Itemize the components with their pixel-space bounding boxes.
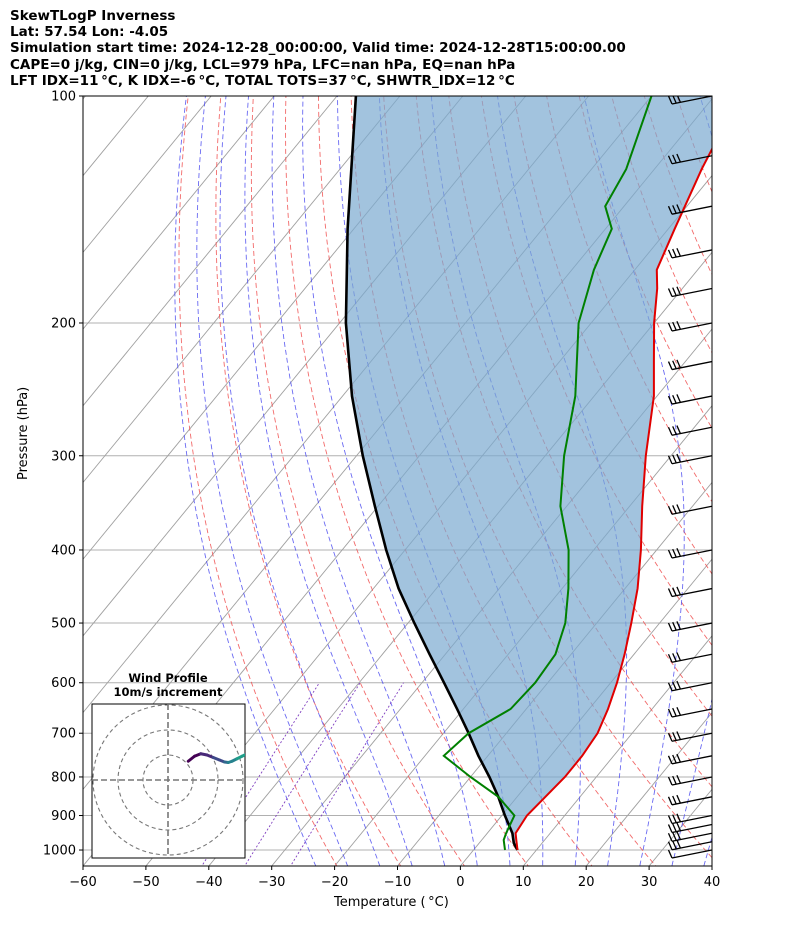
y-tick-label: 900 bbox=[51, 809, 76, 824]
dry-adiabat bbox=[178, 96, 338, 866]
x-tick-label: 40 bbox=[704, 875, 721, 890]
wind-barb bbox=[667, 794, 712, 806]
wind-barb bbox=[667, 504, 712, 515]
x-tick-label: −30 bbox=[258, 875, 285, 890]
isotherm bbox=[83, 96, 275, 330]
wind-barb bbox=[667, 153, 712, 165]
x-tick-label: −20 bbox=[321, 875, 348, 890]
isotherm bbox=[522, 635, 712, 866]
wind-barb bbox=[667, 839, 712, 851]
x-tick-label: −50 bbox=[132, 875, 159, 890]
plot-area bbox=[83, 79, 794, 881]
wind-barb bbox=[667, 453, 712, 465]
dry-adiabat bbox=[546, 96, 712, 503]
moist-adiabat bbox=[583, 96, 685, 866]
dry-adiabat bbox=[676, 96, 712, 194]
moist-adiabat bbox=[174, 96, 317, 866]
isotherm bbox=[83, 96, 401, 484]
indices-line-2: LFT IDX=11 °C, K IDX=-6 °C, TOTAL TOTS=3… bbox=[10, 73, 515, 89]
moist-adiabat bbox=[302, 96, 478, 866]
wind-barb bbox=[667, 706, 712, 718]
chart-title: SkewTLogP Inverness bbox=[10, 8, 176, 24]
x-axis-label: Temperature ( °C) bbox=[334, 895, 449, 910]
hodograph-trace bbox=[240, 753, 245, 758]
wind-barb bbox=[667, 621, 712, 632]
moist-adiabat bbox=[731, 79, 794, 881]
wind-barb bbox=[667, 204, 712, 215]
dry-adiabat bbox=[250, 96, 465, 866]
cin-shading bbox=[345, 96, 712, 850]
mixing-ratio-line bbox=[244, 682, 361, 866]
hodograph-title: Wind Profile 10m/s increment bbox=[92, 671, 244, 699]
wind-barb bbox=[667, 731, 712, 742]
hodograph-subtitle: 10m/s increment bbox=[113, 685, 223, 699]
wind-barb bbox=[667, 359, 712, 371]
wind-barb bbox=[667, 753, 712, 765]
moist-adiabat bbox=[219, 96, 381, 866]
x-tick-label: 10 bbox=[515, 875, 532, 890]
isotherm bbox=[83, 96, 338, 407]
y-tick-label: 300 bbox=[51, 449, 76, 464]
y-tick-label: 200 bbox=[51, 316, 76, 331]
y-tick-label: 400 bbox=[51, 543, 76, 558]
wind-barb bbox=[667, 586, 712, 598]
y-tick-label: 100 bbox=[51, 90, 76, 105]
isotherm bbox=[711, 865, 712, 866]
hodograph-trace bbox=[247, 751, 253, 754]
x-tick-label: −10 bbox=[384, 875, 411, 890]
wind-barb bbox=[667, 652, 712, 663]
mixing-ratio-line bbox=[201, 682, 320, 866]
moist-adiabat bbox=[703, 835, 712, 866]
moist-adiabat bbox=[244, 96, 413, 866]
x-tick-label: 20 bbox=[578, 875, 595, 890]
dry-adiabat bbox=[736, 79, 794, 881]
hodograph-trace bbox=[258, 748, 263, 749]
wind-barb bbox=[667, 394, 712, 405]
y-axis-label: Pressure (hPa) bbox=[16, 386, 31, 480]
wind-barb bbox=[667, 813, 712, 825]
wind-barb bbox=[667, 286, 712, 298]
wind-barb bbox=[667, 680, 712, 692]
dry-adiabat bbox=[285, 96, 529, 866]
wind-barb bbox=[667, 548, 712, 559]
wind-barb bbox=[667, 321, 712, 332]
isotherm bbox=[334, 405, 712, 866]
dry-adiabat bbox=[578, 96, 712, 430]
hodograph-trace bbox=[253, 749, 258, 752]
x-tick-label: −60 bbox=[69, 875, 96, 890]
isotherm bbox=[83, 96, 86, 100]
y-tick-label: 1000 bbox=[43, 844, 76, 859]
wind-barb bbox=[667, 822, 712, 834]
hodograph bbox=[92, 704, 263, 858]
dry-adiabat bbox=[709, 96, 712, 105]
wind-barb bbox=[667, 425, 712, 436]
dry-adiabat bbox=[768, 79, 794, 881]
y-tick-label: 600 bbox=[51, 676, 76, 691]
temperature-line bbox=[514, 147, 712, 851]
location-line: Lat: 57.54 Lon: -4.05 bbox=[10, 24, 169, 40]
mixing-ratio-line bbox=[290, 682, 404, 866]
x-tick-label: 0 bbox=[456, 875, 464, 890]
x-tick-label: −40 bbox=[195, 875, 222, 890]
wind-barb bbox=[667, 96, 712, 105]
wind-barb bbox=[667, 247, 712, 259]
y-tick-label: 500 bbox=[51, 617, 76, 632]
time-line: Simulation start time: 2024-12-28_00:00:… bbox=[10, 40, 626, 56]
dewpoint-line bbox=[442, 96, 653, 851]
y-tick-label: 700 bbox=[51, 727, 76, 742]
wind-barb bbox=[667, 774, 712, 786]
indices-line-1: CAPE=0 j/kg, CIN=0 j/kg, LCL=979 hPa, LF… bbox=[10, 57, 516, 73]
dry-adiabat bbox=[215, 96, 402, 866]
hodograph-title-text: Wind Profile bbox=[128, 671, 208, 685]
wind-barb bbox=[667, 849, 712, 859]
isotherm bbox=[83, 96, 212, 254]
x-tick-label: 30 bbox=[641, 875, 658, 890]
parcel-profile-line bbox=[344, 96, 519, 851]
dry-adiabat bbox=[415, 96, 712, 788]
moist-adiabat bbox=[271, 96, 446, 866]
wind-barb bbox=[667, 831, 712, 842]
y-tick-label: 800 bbox=[51, 770, 76, 785]
moist-adiabat bbox=[196, 96, 349, 866]
